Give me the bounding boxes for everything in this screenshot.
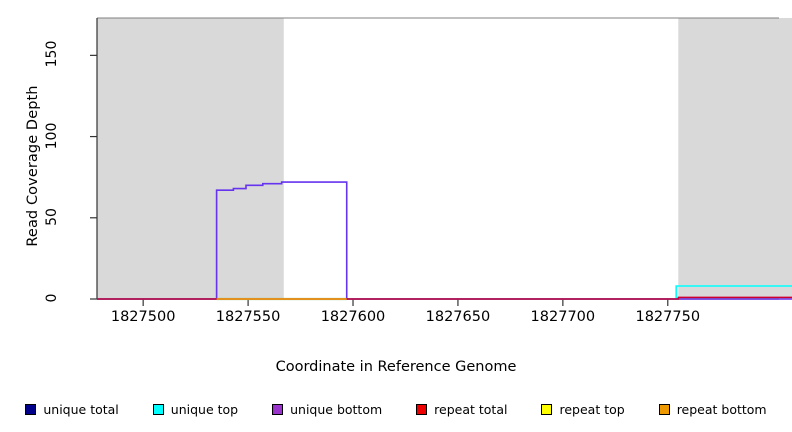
x-tick-label: 1827500: [110, 309, 176, 325]
x-axis-label: Coordinate in Reference Genome: [275, 359, 517, 375]
legend-label: unique top: [170, 401, 239, 417]
shaded-region: [97, 18, 284, 299]
y-tick-label: 0: [44, 293, 60, 303]
legend-label: repeat top: [559, 401, 625, 417]
legend-item[interactable]: unique bottom: [272, 402, 382, 417]
x-tick-label: 1827700: [530, 309, 596, 325]
shaded-region: [678, 18, 792, 299]
legend-label: repeat total: [434, 401, 508, 417]
legend-swatch-icon: [416, 403, 428, 415]
series-line: [97, 296, 792, 300]
legend-item[interactable]: repeat total: [416, 402, 507, 417]
series-line: [97, 285, 792, 300]
legend-item[interactable]: unique total: [25, 401, 119, 417]
y-tick-label: 50: [44, 207, 60, 226]
legend-item[interactable]: unique top: [152, 401, 239, 417]
legend-label: repeat bottom: [676, 401, 767, 417]
x-tick-label: 1827600: [320, 309, 386, 325]
legend-swatch-icon: [541, 403, 553, 415]
x-tick-label: 1827750: [635, 309, 701, 325]
chart-legend: unique total unique top unique bottom repea…: [0, 399, 792, 419]
legend-swatch-icon: [658, 403, 670, 415]
x-tick-label: 1827650: [425, 309, 491, 325]
y-axis-label: Read Coverage Depth: [25, 85, 41, 247]
y-tick-label: 100: [44, 122, 60, 149]
legend-item[interactable]: repeat top: [541, 401, 625, 417]
legend-swatch-icon: [152, 403, 164, 415]
legend-swatch-icon: [272, 403, 284, 415]
legend-label: unique total: [43, 401, 119, 417]
legend-item[interactable]: repeat bottom: [658, 401, 767, 417]
x-tick-label: 1827550: [215, 309, 281, 325]
legend-label: unique bottom: [290, 401, 383, 417]
y-tick-label: 150: [44, 40, 60, 68]
legend-swatch-icon: [25, 403, 37, 415]
